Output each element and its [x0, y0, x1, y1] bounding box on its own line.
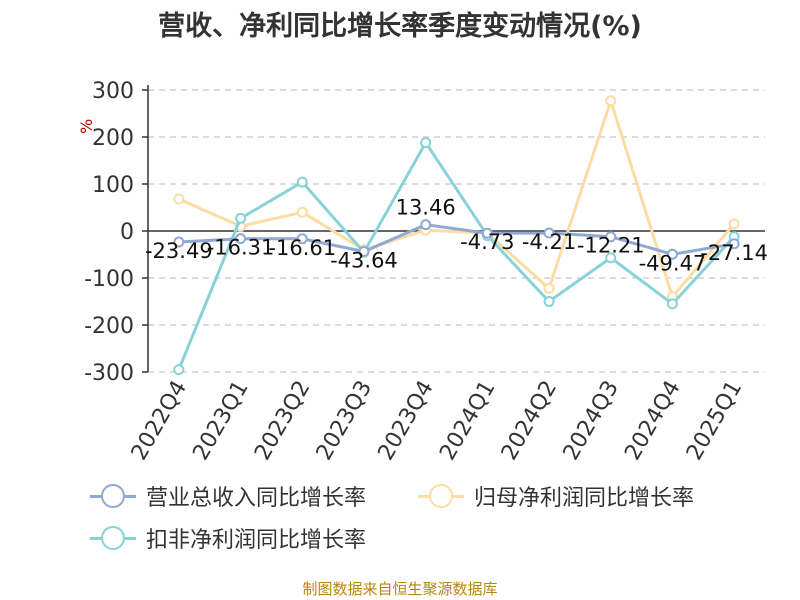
x-tick-label: 2024Q4 — [620, 377, 685, 465]
legend-item-deducted-net-profit-growth[interactable]: 扣非净利润同比增长率 — [90, 522, 366, 554]
x-tick-label: 2023Q4 — [374, 377, 439, 465]
y-tick-label: 200 — [92, 126, 134, 151]
data-point — [296, 233, 308, 245]
data-point — [543, 227, 555, 239]
data-point — [235, 233, 247, 245]
data-point — [235, 212, 247, 224]
data-point — [666, 298, 678, 310]
data-label: -4.21 — [522, 230, 576, 254]
data-point — [605, 95, 617, 107]
source-note: 制图数据来自恒生聚源数据库 — [302, 580, 498, 598]
legend-line-circle-icon — [90, 526, 136, 550]
legend-item-net-profit-growth[interactable]: 归母净利润同比增长率 — [418, 480, 694, 512]
series-line — [178, 223, 735, 256]
data-label: -43.64 — [330, 249, 398, 273]
data-point — [358, 246, 370, 258]
x-tick-label: 2023Q2 — [250, 377, 315, 465]
data-point — [481, 227, 493, 239]
data-point — [173, 193, 185, 205]
data-point — [173, 364, 185, 376]
x-tick-label: 2024Q3 — [559, 377, 624, 465]
data-point — [666, 248, 678, 260]
x-tick-label: 2024Q2 — [497, 377, 562, 465]
data-point — [420, 219, 432, 231]
x-tick-label: 2022Q4 — [127, 377, 192, 465]
grid-layer — [148, 89, 765, 373]
data-point — [420, 137, 432, 149]
legend-label: 扣非净利润同比增长率 — [146, 528, 367, 553]
data-point — [173, 236, 185, 248]
data-point — [543, 296, 555, 307]
x-tick-label: 2024Q1 — [435, 376, 500, 464]
data-label: -27.14 — [700, 241, 768, 265]
data-label: -16.61 — [268, 236, 336, 260]
data-point — [543, 282, 555, 294]
x-tick-label: 2023Q1 — [188, 377, 253, 465]
y-axis-label: % — [77, 119, 96, 134]
series-line — [177, 139, 736, 371]
legend-line-circle-icon — [418, 484, 464, 508]
series-layer — [173, 95, 740, 376]
x-tick-label: 2023Q3 — [312, 377, 377, 465]
data-label: -23.49 — [145, 239, 213, 263]
legend-label: 归母净利润同比增长率 — [474, 486, 695, 511]
y-tick-label: 0 — [120, 220, 134, 245]
data-label: -49.47 — [639, 251, 707, 275]
y-tick-label: -100 — [84, 267, 134, 292]
legend-item-revenue-growth[interactable]: 营业总收入同比增长率 — [90, 480, 366, 512]
data-label: -12.21 — [577, 234, 645, 258]
data-label: -4.73 — [460, 230, 514, 254]
data-point — [296, 176, 308, 188]
data-point — [605, 252, 617, 264]
data-label: 13.46 — [396, 196, 456, 220]
data-point — [728, 218, 740, 230]
chart-title: 营收、净利同比增长率季度变动情况(%) — [158, 11, 642, 42]
data-point — [296, 206, 308, 218]
legend-label: 营业总收入同比增长率 — [146, 486, 367, 511]
data-point — [605, 231, 617, 243]
data-label: -16.31 — [207, 236, 275, 260]
y-tick-label: 300 — [92, 79, 134, 104]
series-line — [178, 95, 736, 300]
legend-line-circle-icon — [90, 484, 136, 508]
y-tick-label: 100 — [92, 173, 134, 198]
y-tick-label: -300 — [84, 361, 134, 386]
x-tick-label: 2025Q1 — [682, 377, 747, 465]
data-point — [728, 238, 740, 250]
y-tick-label: -200 — [84, 314, 134, 339]
